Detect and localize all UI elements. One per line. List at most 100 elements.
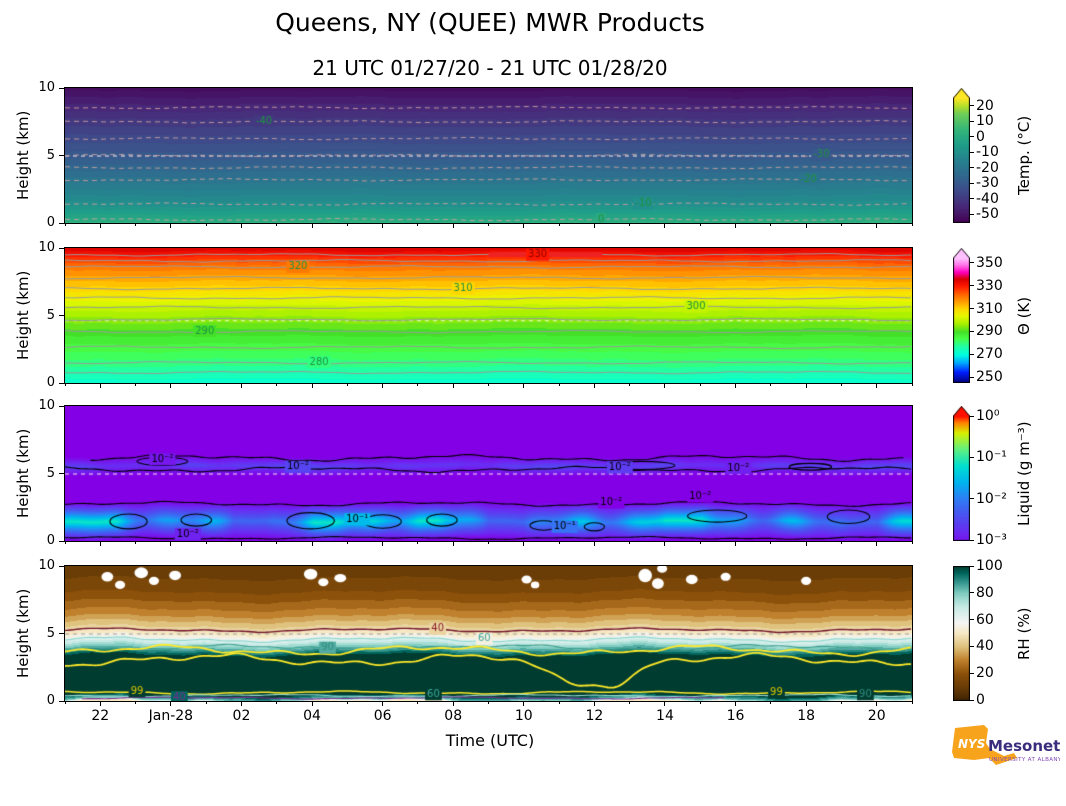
x-tick — [593, 223, 595, 228]
y-tick — [59, 315, 65, 316]
colorbar-tick-label: 270 — [976, 346, 1003, 363]
x-tick — [840, 701, 842, 704]
x-tick-label: 04 — [303, 708, 321, 724]
x-tick — [488, 701, 489, 704]
y-tick — [59, 247, 65, 249]
x-tick-label: 06 — [373, 708, 392, 724]
colorbar-tick-label: 10⁻¹ — [976, 449, 1007, 466]
x-tick — [417, 223, 419, 226]
x-tick — [382, 383, 384, 388]
x-tick — [64, 383, 66, 386]
x-tick — [346, 701, 348, 704]
colorbar-tick-label: 100 — [976, 558, 1003, 574]
x-tick — [664, 541, 666, 546]
x-tick — [629, 223, 631, 226]
x-tick — [276, 223, 278, 226]
x-tick — [99, 541, 101, 546]
y-tick-label: 0 — [46, 375, 55, 390]
logo-tagline: UNIVERSITY AT ALBANY — [989, 757, 1060, 763]
colorbar-rh — [953, 566, 970, 701]
y-tick-label: 10 — [38, 558, 55, 573]
colorbar-tick-label: 310 — [976, 300, 1003, 317]
colorbar-tick-label: 0 — [976, 692, 985, 708]
x-tick-label: 22 — [91, 708, 110, 724]
colorbar-theta — [953, 248, 970, 383]
x-tick — [452, 541, 454, 546]
y-tick — [59, 382, 65, 384]
x-tick — [593, 541, 595, 546]
x-tick — [64, 541, 66, 544]
x-tick-label: 12 — [585, 708, 604, 724]
colorbar-tick-label: 40 — [976, 638, 994, 655]
panel-theta-canvas — [65, 248, 912, 383]
colorbar-tick — [970, 645, 974, 647]
x-tick — [346, 383, 348, 386]
x-tick — [276, 701, 278, 704]
chart-title: Queens, NY (QUEE) MWR Products — [275, 8, 705, 37]
x-tick-label: 18 — [797, 708, 816, 724]
y-tick-label: 10 — [38, 80, 55, 95]
x-tick — [629, 541, 631, 544]
x-tick — [135, 701, 137, 704]
colorbar-tick-label: 20 — [976, 97, 994, 114]
colorbar-tick-label: 10 — [976, 113, 994, 130]
colorbar-tick — [970, 565, 974, 567]
x-tick — [205, 383, 207, 386]
colorbar-axis-label: RH (%) — [1015, 607, 1033, 660]
colorbar-tick-label: 350 — [976, 254, 1003, 271]
x-tick — [205, 541, 207, 544]
logo-nys: NYS — [958, 737, 985, 751]
y-tick — [59, 540, 65, 542]
x-tick — [417, 383, 419, 386]
x-tick — [558, 701, 560, 704]
x-tick — [240, 223, 242, 228]
colorbar-tick-label: -20 — [976, 159, 999, 176]
panel-temperature-canvas — [65, 88, 912, 223]
x-tick — [311, 701, 313, 706]
y-tick — [59, 405, 65, 407]
x-tick-label: Jan-28 — [148, 708, 194, 724]
colorbar-tick — [970, 353, 974, 355]
colorbar-tick-label: 80 — [976, 584, 994, 601]
x-tick — [664, 223, 666, 228]
x-tick — [452, 701, 454, 706]
x-tick — [840, 541, 842, 544]
y-tick-label: 5 — [46, 147, 55, 163]
x-tick — [699, 223, 701, 226]
y-tick — [59, 633, 65, 634]
x-tick — [876, 541, 878, 546]
x-tick — [170, 541, 172, 546]
x-tick-label: 08 — [444, 708, 463, 724]
colorbar-tick-label: 20 — [976, 665, 994, 682]
colorbar-liquid — [953, 406, 970, 541]
y-axis-label: Height (km) — [14, 270, 32, 361]
colorbar-tick-label: 10⁰ — [976, 408, 1000, 424]
x-tick — [135, 223, 137, 226]
logo-mesonet: Mesonet — [988, 737, 1060, 755]
x-tick — [452, 223, 454, 228]
x-tick — [664, 383, 666, 388]
colorbar-tick — [970, 308, 974, 310]
x-tick — [629, 701, 631, 704]
y-tick — [59, 222, 65, 224]
x-tick-label: 10 — [514, 708, 533, 724]
x-tick — [170, 383, 172, 388]
colorbar-axis-label: Θ (K) — [1015, 296, 1033, 335]
x-tick — [770, 541, 772, 544]
x-tick — [135, 541, 137, 544]
x-tick — [558, 383, 560, 386]
x-tick — [664, 701, 666, 706]
chart-subtitle: 21 UTC 01/27/20 - 21 UTC 01/28/20 — [312, 56, 668, 80]
panel-liquid-canvas — [65, 406, 912, 541]
x-tick — [205, 701, 207, 704]
x-tick — [452, 383, 454, 388]
x-tick — [205, 223, 207, 226]
colorbar-tick-label: 330 — [976, 277, 1003, 294]
x-axis-label: Time (UTC) — [445, 731, 535, 750]
colorbar-axis-label: Liquid (g m⁻³) — [1015, 421, 1033, 526]
x-tick — [805, 383, 807, 388]
x-tick — [523, 541, 525, 546]
colorbar-tick — [970, 539, 974, 541]
x-tick — [735, 701, 737, 706]
